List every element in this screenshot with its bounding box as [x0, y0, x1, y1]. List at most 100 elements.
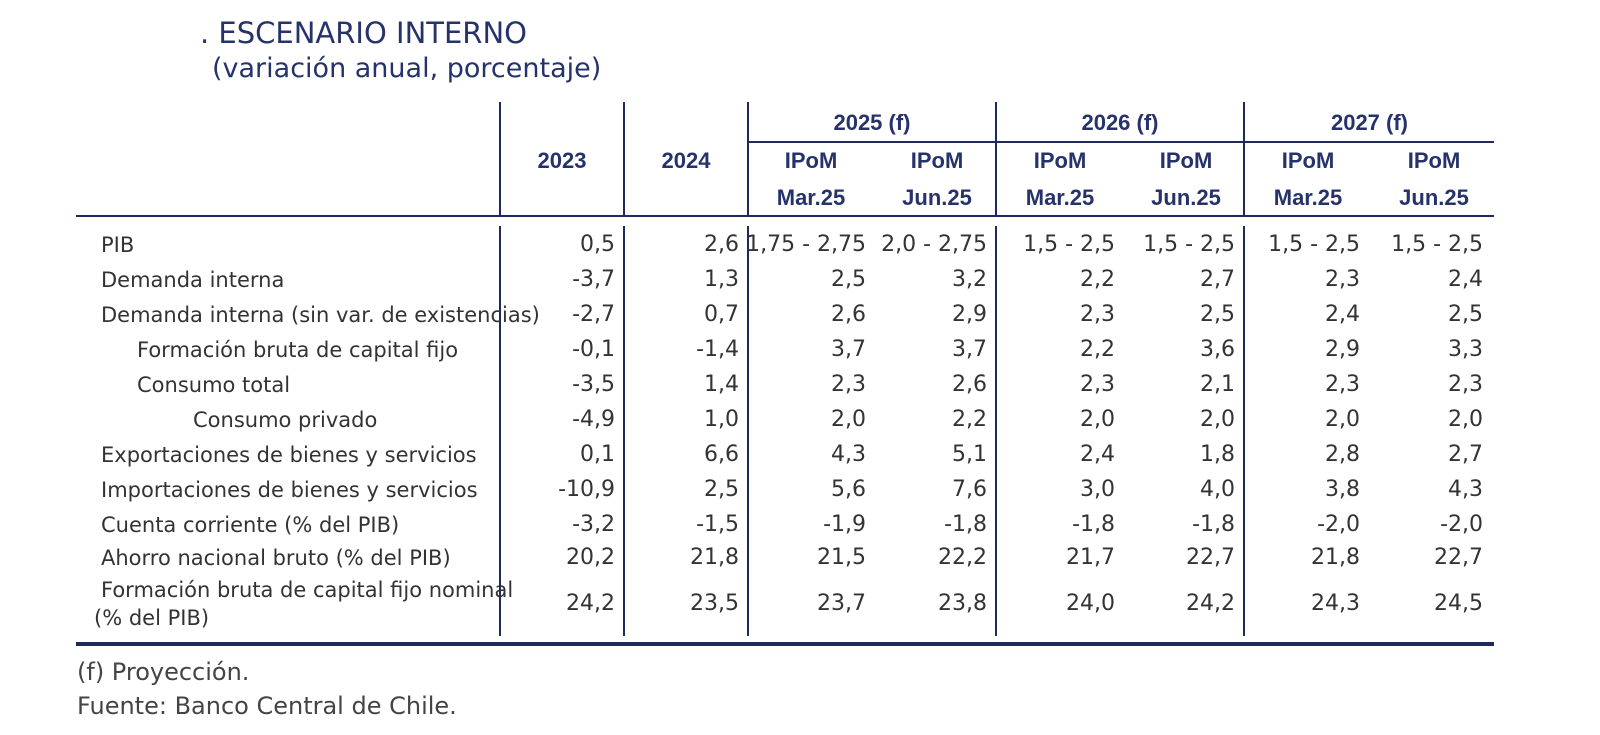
- table-cell: 21,7: [1066, 545, 1115, 570]
- col-divider: [499, 226, 501, 636]
- header-2024: 2024: [661, 148, 711, 173]
- table-cell: -3,2: [572, 512, 615, 537]
- header-2026: 2026 (f): [1081, 110, 1159, 135]
- table-cell: 5,6: [831, 477, 866, 502]
- table-cell: 0,7: [704, 302, 739, 327]
- table-cell: 2,0 - 2,75: [881, 232, 987, 257]
- table-cell: 0,1: [580, 442, 615, 467]
- table-cell: 2,0: [1448, 407, 1483, 432]
- table-cell: 2,2: [952, 407, 987, 432]
- col-divider: [499, 102, 501, 216]
- table-cell: 6,6: [704, 442, 739, 467]
- table-cell: 2,7: [1200, 267, 1235, 292]
- table-cell: 3,0: [1080, 477, 1115, 502]
- row-label: Importaciones de bienes y servicios: [101, 478, 478, 502]
- table-cell: 2,5: [831, 267, 866, 292]
- table-cell: 24,3: [1311, 591, 1360, 616]
- table-cell: 24,2: [1186, 591, 1235, 616]
- table-cell: 21,5: [817, 545, 866, 570]
- header-2025: 2025 (f): [833, 110, 911, 135]
- table-cell: 2,5: [1200, 302, 1235, 327]
- table-cell: 1,5 - 2,5: [1143, 232, 1235, 257]
- table-cell: 22,7: [1434, 545, 1483, 570]
- subheader-jun: Jun.25: [1151, 185, 1221, 210]
- table-cell: 2,9: [1325, 337, 1360, 362]
- subheader-ipom: IPoM: [784, 148, 838, 173]
- data-table: 2023 2024 2025 (f) 2026 (f) 2027 (f) IPo…: [76, 102, 1494, 648]
- table-cell: 2,3: [1325, 372, 1360, 397]
- table-cell: 5,1: [952, 442, 987, 467]
- col-divider: [995, 102, 997, 216]
- subheader-ipom: IPoM: [910, 148, 964, 173]
- table-cell: 4,3: [1448, 477, 1483, 502]
- table-cell: -3,7: [572, 267, 615, 292]
- table-cell: 2,3: [831, 372, 866, 397]
- table-cell: 1,75 - 2,75: [746, 232, 866, 257]
- table-cell: 24,0: [1066, 591, 1115, 616]
- table-cell: 1,3: [704, 267, 739, 292]
- row-label: Ahorro nacional bruto (% del PIB): [101, 546, 451, 570]
- table-bottom-rule: [76, 642, 1494, 646]
- subheader-jun: Jun.25: [902, 185, 972, 210]
- table-cell: 23,7: [817, 591, 866, 616]
- table-cell: 2,2: [1080, 337, 1115, 362]
- page-subtitle: (variación anual, porcentaje): [212, 53, 602, 84]
- table-cell: 2,6: [831, 302, 866, 327]
- row-label: PIB: [101, 233, 135, 257]
- row-label: Consumo total: [137, 373, 291, 397]
- table-cell: 24,2: [566, 591, 615, 616]
- table-cell: 23,8: [938, 591, 987, 616]
- col-divider: [1243, 102, 1245, 216]
- table-cell: 4,3: [831, 442, 866, 467]
- table-cell: 2,3: [1448, 372, 1483, 397]
- col-divider: [623, 226, 625, 636]
- subheader-mar: Mar.25: [776, 185, 846, 210]
- col-divider: [995, 226, 997, 636]
- col-divider: [1243, 226, 1245, 636]
- table-cell: -0,1: [572, 337, 615, 362]
- table-cell: 24,5: [1434, 591, 1483, 616]
- table-cell: 22,2: [938, 545, 987, 570]
- table-cell: 2,0: [1080, 407, 1115, 432]
- table-cell: -1,8: [1072, 512, 1115, 537]
- row-label: Formación bruta de capital fijo nominal: [101, 578, 514, 602]
- table-cell: 20,2: [566, 545, 615, 570]
- table-cell: -1,9: [823, 512, 866, 537]
- table-cell: 1,8: [1200, 442, 1235, 467]
- table-cell: 23,5: [690, 591, 739, 616]
- table-cell: 3,2: [952, 267, 987, 292]
- table-cell: 2,0: [1200, 407, 1235, 432]
- table-cell: 21,8: [1311, 545, 1360, 570]
- table-cell: 22,7: [1186, 545, 1235, 570]
- table-cell: 2,4: [1448, 267, 1483, 292]
- subheader-ipom: IPoM: [1033, 148, 1087, 173]
- row-label: Demanda interna: [101, 268, 285, 292]
- table-cell: -2,0: [1317, 512, 1360, 537]
- row-label: Demanda interna (sin var. de existencias…: [101, 303, 540, 327]
- table-cell: 2,4: [1080, 442, 1115, 467]
- table-cell: -1,5: [696, 512, 739, 537]
- col-divider: [747, 226, 749, 636]
- projection-note: (f) Proyección.: [77, 658, 250, 686]
- header-2027: 2027 (f): [1330, 110, 1409, 135]
- source-note: Fuente: Banco Central de Chile.: [77, 692, 457, 720]
- row-label: Consumo privado: [193, 408, 378, 432]
- table-cell: -10,9: [558, 477, 615, 502]
- subheader-ipom: IPoM: [1407, 148, 1461, 173]
- table-cell: 2,5: [704, 477, 739, 502]
- table-cell: 2,6: [704, 232, 739, 257]
- table-cell: 7,6: [952, 477, 987, 502]
- table-cell: 1,0: [704, 407, 739, 432]
- table-cell: -2,7: [572, 302, 615, 327]
- table-cell: -1,4: [696, 337, 739, 362]
- table-cell: 2,6: [952, 372, 987, 397]
- table-cell: 2,8: [1325, 442, 1360, 467]
- row-label-continuation: (% del PIB): [94, 606, 210, 630]
- table-cell: 3,8: [1325, 477, 1360, 502]
- page-title: . ESCENARIO INTERNO: [200, 16, 527, 50]
- table-cell: 2,3: [1325, 267, 1360, 292]
- subheader-mar: Mar.25: [1025, 185, 1095, 210]
- table-cell: -3,5: [572, 372, 615, 397]
- table-cell: 3,7: [952, 337, 987, 362]
- subheader-mar: Mar.25: [1273, 185, 1343, 210]
